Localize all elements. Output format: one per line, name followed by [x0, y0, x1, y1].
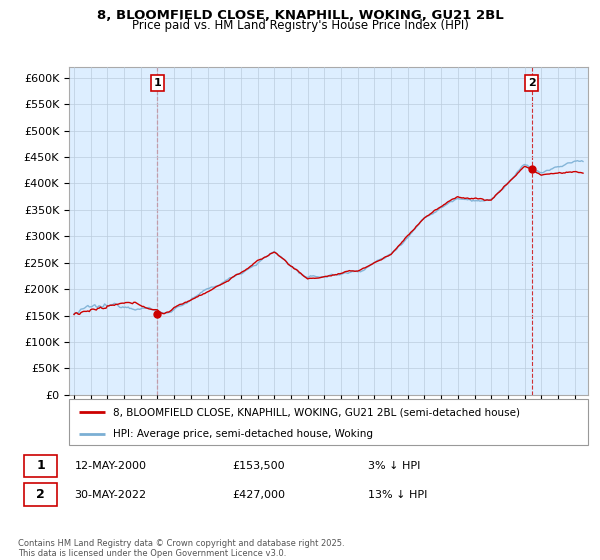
Text: 2: 2 [36, 488, 45, 501]
Text: 30-MAY-2022: 30-MAY-2022 [74, 489, 146, 500]
Text: £153,500: £153,500 [232, 461, 285, 471]
Text: 2: 2 [528, 78, 535, 88]
Text: Price paid vs. HM Land Registry's House Price Index (HPI): Price paid vs. HM Land Registry's House … [131, 18, 469, 32]
Text: 8, BLOOMFIELD CLOSE, KNAPHILL, WOKING, GU21 2BL (semi-detached house): 8, BLOOMFIELD CLOSE, KNAPHILL, WOKING, G… [113, 407, 520, 417]
Text: 8, BLOOMFIELD CLOSE, KNAPHILL, WOKING, GU21 2BL: 8, BLOOMFIELD CLOSE, KNAPHILL, WOKING, G… [97, 9, 503, 22]
Text: 12-MAY-2000: 12-MAY-2000 [74, 461, 146, 471]
Text: £427,000: £427,000 [232, 489, 286, 500]
FancyBboxPatch shape [23, 483, 58, 506]
Text: HPI: Average price, semi-detached house, Woking: HPI: Average price, semi-detached house,… [113, 429, 373, 438]
Text: Contains HM Land Registry data © Crown copyright and database right 2025.
This d: Contains HM Land Registry data © Crown c… [18, 539, 344, 558]
Text: 1: 1 [36, 459, 45, 473]
Text: 1: 1 [154, 78, 161, 88]
FancyBboxPatch shape [23, 455, 58, 477]
Text: 3% ↓ HPI: 3% ↓ HPI [368, 461, 420, 471]
Text: 13% ↓ HPI: 13% ↓ HPI [368, 489, 427, 500]
